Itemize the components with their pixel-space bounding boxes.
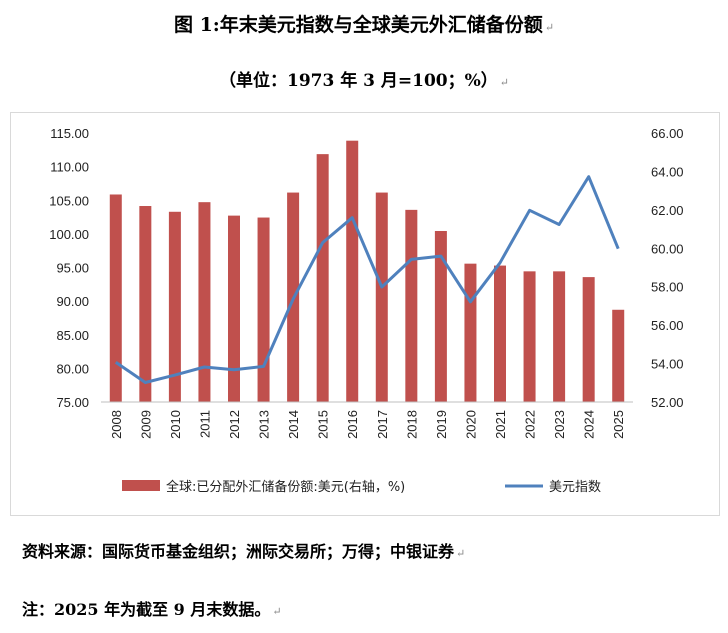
x-axis-ticks: 2008 2009 2010 2011 2012 2013 2014 2015 2016 2017… [109,410,626,439]
legend-line-label: 美元指数 [549,480,601,495]
footnote: 注：2025 年为截至 9 月末数据。 ↵ [22,596,282,620]
legend-bar-label: 全球:已分配外汇储备份额:美元(右轴，%) [166,479,405,495]
right-axis-tick-label: 66.00 [651,126,684,141]
x-axis-tick-label: 2010 [168,410,183,439]
x-axis-tick-label: 2022 [523,410,538,439]
left-axis-tick-label: 85.00 [56,328,89,343]
source-text: 资料来源：国际货币基金组织；洲际交易所；万得；中银证券 [22,542,455,561]
left-axis-tick-label: 105.00 [49,193,89,208]
bar-2022 [523,271,536,402]
bar-2018 [405,209,418,402]
bar-series [109,140,625,402]
bar-2008 [109,194,122,402]
bar-2009 [139,206,152,402]
x-axis-tick-label: 2011 [197,410,212,438]
paragraph-mark: ↵ [544,21,555,34]
left-axis-tick-label: 75.00 [56,395,89,410]
x-axis-tick-label: 2021 [493,410,508,439]
combo-chart: 75.00 80.00 85.00 90.00 95.00 100.00 105.00 110… [49,126,684,495]
paragraph-mark: ↵ [272,605,282,618]
bar-2020 [464,263,477,402]
right-axis-tick-label: 62.00 [651,203,684,218]
left-axis-tick-label: 100.00 [49,227,89,242]
x-axis-tick-label: 2019 [434,410,449,439]
x-axis-tick-label: 2009 [138,410,153,439]
right-axis-tick-label: 64.00 [651,164,684,179]
right-axis-tick-label: 60.00 [651,241,684,256]
left-axis-ticks: 75.00 80.00 85.00 90.00 95.00 100.00 105.00 110… [49,126,89,410]
bar-2012 [228,215,240,402]
bar-2019 [434,230,447,402]
bar-2024 [582,277,595,402]
left-axis-tick-label: 90.00 [56,294,89,309]
source-note: 资料来源：国际货币基金组织；洲际交易所；万得；中银证券 ↵ [22,538,465,562]
bar-2015 [316,154,329,402]
bar-2017 [375,192,388,402]
x-axis-tick-label: 2016 [345,410,360,439]
x-axis-tick-label: 2023 [552,410,567,439]
right-axis-tick-label: 54.00 [651,357,684,372]
x-axis-tick-label: 2008 [109,410,124,439]
chart-frame: 75.00 80.00 85.00 90.00 95.00 100.00 105.00 110… [10,112,720,516]
bar-2010 [168,211,181,402]
x-axis-tick-label: 2017 [375,410,390,439]
right-axis-tick-label: 58.00 [651,280,684,295]
bar-2016 [346,140,359,402]
left-axis-tick-label: 110.00 [50,160,89,175]
footnote-text: 注：2025 年为截至 9 月末数据。 [22,600,271,619]
legend: 全球:已分配外汇储备份额:美元(右轴，%) 美元指数 [122,479,601,495]
x-axis-tick-label: 2018 [404,410,419,439]
bar-2021 [494,265,506,402]
bar-2023 [553,271,566,402]
chart-title-text: 图 1:年末美元指数与全球美元外汇储备份额 [173,14,543,36]
right-axis-tick-label: 52.00 [651,395,684,410]
bar-2011 [198,202,211,402]
left-axis-tick-label: 80.00 [56,361,89,376]
x-axis-tick-label: 2025 [611,410,626,439]
chart-subtitle: （单位：1973 年 3 月=100；%） ↵ [0,66,728,91]
x-axis-tick-label: 2020 [463,410,478,439]
x-axis-tick-label: 2014 [286,410,301,439]
left-axis-tick-label: 115.00 [50,126,89,141]
legend-bar-swatch [122,480,160,491]
right-axis-tick-label: 56.00 [651,318,684,333]
x-axis-tick-label: 2012 [227,410,242,439]
bar-2013 [257,217,270,402]
right-axis-ticks: 52.00 54.00 56.00 58.00 60.00 62.00 64.00 66.00 [651,126,684,410]
paragraph-mark: ↵ [456,547,466,560]
line-series [114,175,620,384]
x-axis-tick-label: 2024 [582,410,597,439]
left-axis-tick-label: 95.00 [56,261,89,276]
bar-2025 [612,309,625,402]
paragraph-mark: ↵ [499,76,509,89]
chart-title: 图 1:年末美元指数与全球美元外汇储备份额 ↵ [0,10,728,37]
dollar-index-line [114,175,620,384]
chart-subtitle-text: （单位：1973 年 3 月=100；%） [218,71,498,91]
x-axis-tick-label: 2013 [257,410,272,439]
x-axis-tick-label: 2015 [316,410,331,439]
